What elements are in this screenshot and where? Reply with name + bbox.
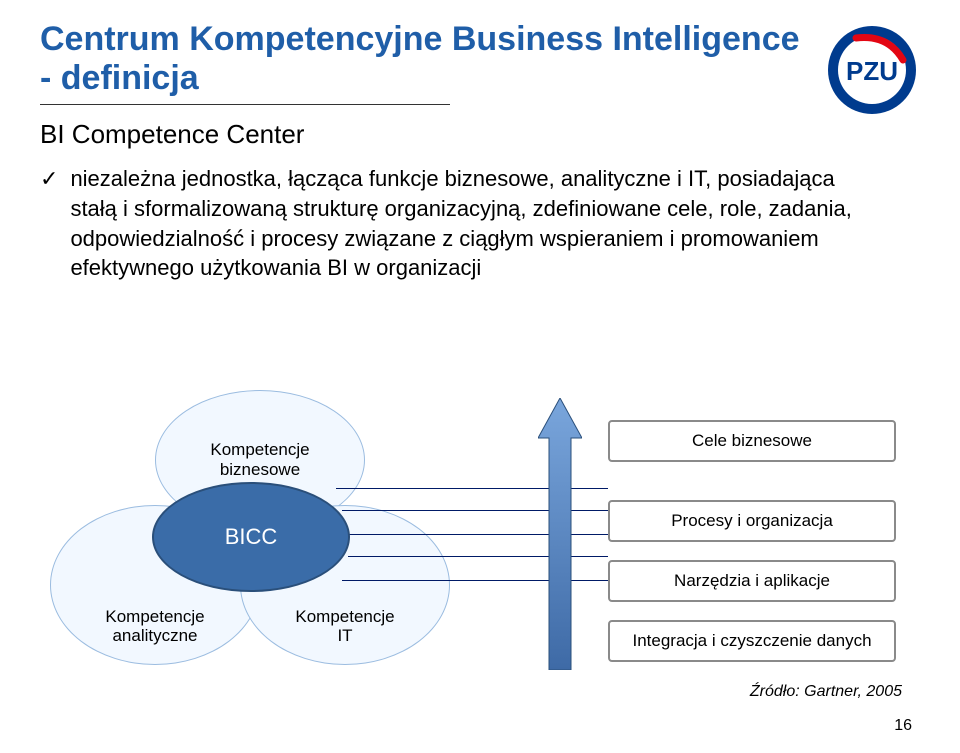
ellipse-bicc-label: BICC	[225, 524, 278, 549]
box-integracja: Integracja i czyszczenie danych	[608, 620, 896, 662]
box-b4-label: Integracja i czyszczenie danych	[632, 631, 871, 651]
pzu-logo: PZU	[826, 24, 918, 121]
box-narzedzia: Narzędzia i aplikacje	[608, 560, 896, 602]
ellipse-biz-label: Kompetencjebiznesowe	[210, 440, 309, 479]
ellipse-ana-label: Kompetencjeanalityczne	[105, 607, 204, 646]
bullet-item: ✓ niezależna jednostka, łącząca funkcje …	[40, 164, 870, 283]
bullet-text: niezależna jednostka, łącząca funkcje bi…	[70, 164, 870, 283]
up-arrow-icon	[538, 398, 582, 670]
box-b2-label: Procesy i organizacja	[671, 511, 833, 531]
title-divider	[40, 104, 450, 105]
logo-text: PZU	[846, 56, 898, 86]
box-procesy: Procesy i organizacja	[608, 500, 896, 542]
source-citation: Źródło: Gartner, 2005	[750, 683, 902, 701]
box-cele-biznesowe: Cele biznesowe	[608, 420, 896, 462]
ellipse-it-label: KompetencjeIT	[295, 607, 394, 646]
box-b1-label: Cele biznesowe	[692, 431, 812, 451]
slide-title: Centrum Kompetencyjne Business Intellige…	[40, 20, 920, 98]
title-line-2: - definicja	[40, 59, 199, 97]
slide: Centrum Kompetencyjne Business Intellige…	[0, 0, 960, 753]
logo-svg: PZU	[826, 24, 918, 116]
bicc-diagram: Kompetencjebiznesowe Kompetencjeanalityc…	[40, 370, 920, 700]
ellipse-bicc: BICC	[152, 482, 350, 592]
box-b3-label: Narzędzia i aplikacje	[674, 571, 830, 591]
title-line-1: Centrum Kompetencyjne Business Intellige…	[40, 20, 800, 58]
page-number: 16	[894, 717, 912, 735]
subtitle: BI Competence Center	[40, 119, 920, 150]
check-icon: ✓	[40, 164, 58, 194]
